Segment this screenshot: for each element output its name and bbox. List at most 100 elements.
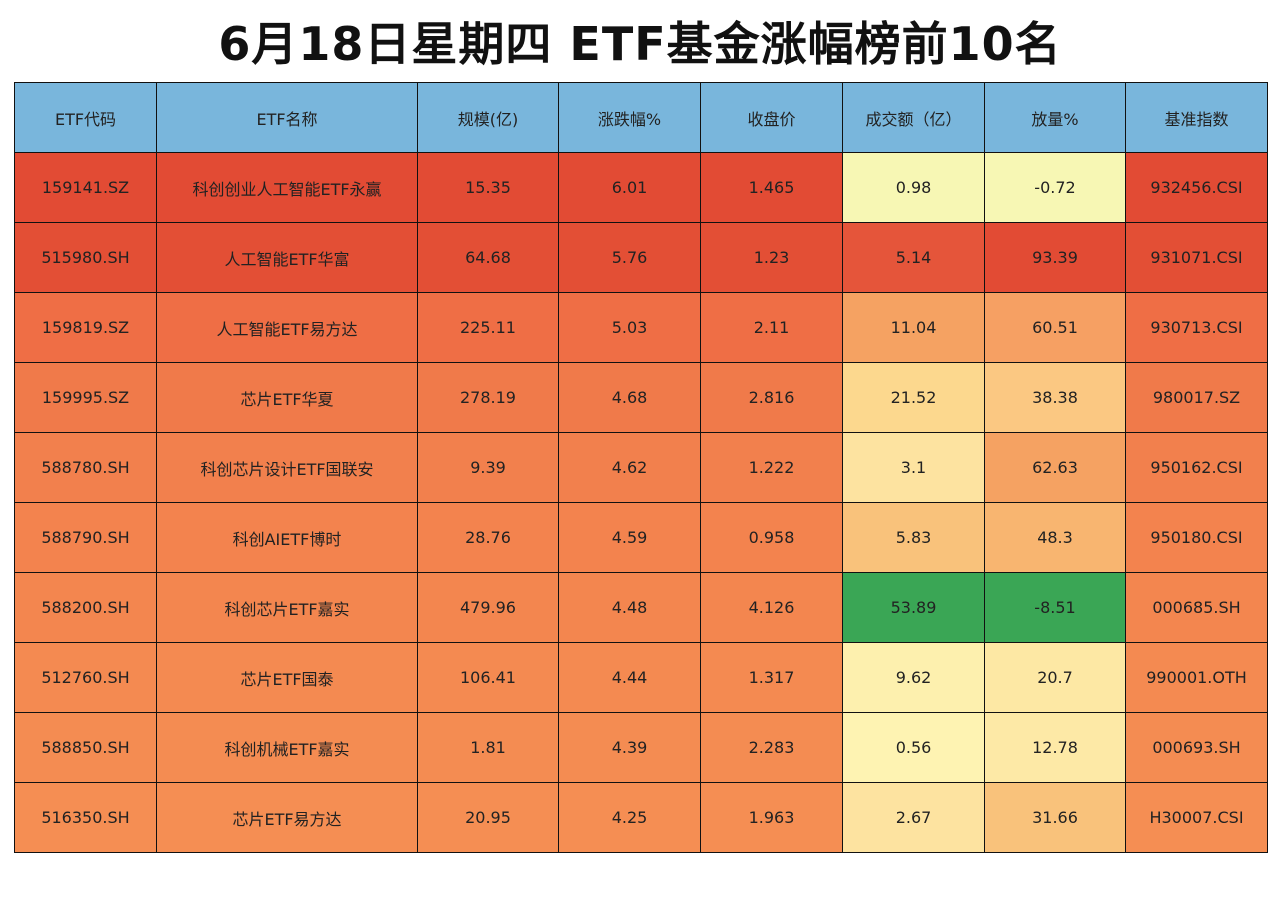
header-cell: 收盘价 [700,82,843,153]
table-cell: 1.963 [700,782,843,853]
table-cell: 20.7 [984,642,1126,713]
table-cell: 60.51 [984,292,1126,363]
table-cell: 2.67 [842,782,985,853]
table-cell: 588850.SH [14,712,157,783]
table-cell: 0.98 [842,152,985,223]
table-cell: 1.23 [700,222,843,293]
table-cell: 515980.SH [14,222,157,293]
table-row: 159819.SZ 人工智能ETF易方达 225.11 5.03 2.11 11.04 60… [14,292,1268,363]
table-cell: 64.68 [417,222,559,293]
table-cell: 53.89 [842,572,985,643]
table-row: 515980.SH 人工智能ETF华富 64.68 5.76 1.23 5.14 93.39… [14,222,1268,293]
table-cell: 0.958 [700,502,843,573]
table-cell: 4.59 [558,502,701,573]
table-cell: 38.38 [984,362,1126,433]
table-cell: 930713.CSI [1125,292,1268,363]
table-cell: 9.39 [417,432,559,503]
table-cell: 159819.SZ [14,292,157,363]
table-cell: -8.51 [984,572,1126,643]
table-cell: 4.126 [700,572,843,643]
table-cell: 479.96 [417,572,559,643]
table-cell: 4.39 [558,712,701,783]
table-row: 159995.SZ 芯片ETF华夏 278.19 4.68 2.816 21.52 38.3… [14,362,1268,433]
table-cell: 990001.OTH [1125,642,1268,713]
table-cell: 28.76 [417,502,559,573]
table-cell: 科创创业人工智能ETF永赢 [156,152,418,223]
table-cell: 950162.CSI [1125,432,1268,503]
table-cell: 12.78 [984,712,1126,783]
table-cell: 000693.SH [1125,712,1268,783]
table-cell: 20.95 [417,782,559,853]
table-cell: 9.62 [842,642,985,713]
table-row: 516350.SH 芯片ETF易方达 20.95 4.25 1.963 2.67 31.66… [14,782,1268,853]
page-title: 6月18日星期四 ETF基金涨幅榜前10名 [218,17,1062,71]
table-cell: 4.68 [558,362,701,433]
header-cell: 放量% [984,82,1126,153]
table-cell: 11.04 [842,292,985,363]
table-cell: 4.48 [558,572,701,643]
table-row: 588850.SH 科创机械ETF嘉实 1.81 4.39 2.283 0.56 12.78… [14,712,1268,783]
table-cell: 3.1 [842,432,985,503]
table-cell: 48.3 [984,502,1126,573]
table-cell: 4.44 [558,642,701,713]
table-cell: 1.317 [700,642,843,713]
table-cell: 人工智能ETF华富 [156,222,418,293]
table-cell: 1.465 [700,152,843,223]
table-row: 588790.SH 科创AIETF博时 28.76 4.59 0.958 5.83 48.3… [14,502,1268,573]
table-cell: 1.222 [700,432,843,503]
table-body: 159141.SZ 科创创业人工智能ETF永赢 15.35 6.01 1.465 0.98… [14,152,1268,853]
table-cell: 588200.SH [14,572,157,643]
table-cell: 512760.SH [14,642,157,713]
table-cell: 106.41 [417,642,559,713]
header-cell: 基准指数 [1125,82,1268,153]
table-cell: 芯片ETF华夏 [156,362,418,433]
table-cell: 588790.SH [14,502,157,573]
table-cell: 932456.CSI [1125,152,1268,223]
table-cell: 科创芯片设计ETF国联安 [156,432,418,503]
table-cell: 1.81 [417,712,559,783]
table-cell: 93.39 [984,222,1126,293]
header-row: ETF代码 ETF名称 规模(亿) 涨跌幅% 收盘价 成交额（亿） 放量% 基准指数 [14,82,1268,153]
table-cell: 225.11 [417,292,559,363]
table-cell: 科创AIETF博时 [156,502,418,573]
table-cell: 科创机械ETF嘉实 [156,712,418,783]
table-cell: 21.52 [842,362,985,433]
table-cell: 159141.SZ [14,152,157,223]
table-cell: 931071.CSI [1125,222,1268,293]
table-cell: 2.816 [700,362,843,433]
table-cell: 588780.SH [14,432,157,503]
header-cell: 涨跌幅% [558,82,701,153]
table-cell: 4.25 [558,782,701,853]
table-cell: 人工智能ETF易方达 [156,292,418,363]
table-cell: 980017.SZ [1125,362,1268,433]
table-row: 512760.SH 芯片ETF国泰 106.41 4.44 1.317 9.62 20.7 9… [14,642,1268,713]
table-cell: 62.63 [984,432,1126,503]
table-cell: H30007.CSI [1125,782,1268,853]
table-cell: 15.35 [417,152,559,223]
table-cell: 科创芯片ETF嘉实 [156,572,418,643]
table-cell: 31.66 [984,782,1126,853]
header-cell: 成交额（亿） [842,82,985,153]
header-cell: ETF代码 [14,82,157,153]
table-cell: 2.11 [700,292,843,363]
table-cell: 0.56 [842,712,985,783]
table-cell: 芯片ETF国泰 [156,642,418,713]
table-cell: -0.72 [984,152,1126,223]
table-row: 159141.SZ 科创创业人工智能ETF永赢 15.35 6.01 1.465 0.98… [14,152,1268,223]
table-cell: 5.03 [558,292,701,363]
table-cell: 5.83 [842,502,985,573]
table-cell: 5.76 [558,222,701,293]
table-cell: 516350.SH [14,782,157,853]
header-cell: 规模(亿) [417,82,559,153]
etf-table: ETF代码 ETF名称 规模(亿) 涨跌幅% 收盘价 成交额（亿） 放量% 基准指数 1591… [14,82,1268,853]
table-row: 588780.SH 科创芯片设计ETF国联安 9.39 4.62 1.222 3.1 62.… [14,432,1268,503]
table-cell: 4.62 [558,432,701,503]
table-cell: 950180.CSI [1125,502,1268,573]
table-cell: 159995.SZ [14,362,157,433]
table-row: 588200.SH 科创芯片ETF嘉实 479.96 4.48 4.126 53.89 -8… [14,572,1268,643]
table-cell: 芯片ETF易方达 [156,782,418,853]
header-cell: ETF名称 [156,82,418,153]
table-cell: 278.19 [417,362,559,433]
table-cell: 6.01 [558,152,701,223]
